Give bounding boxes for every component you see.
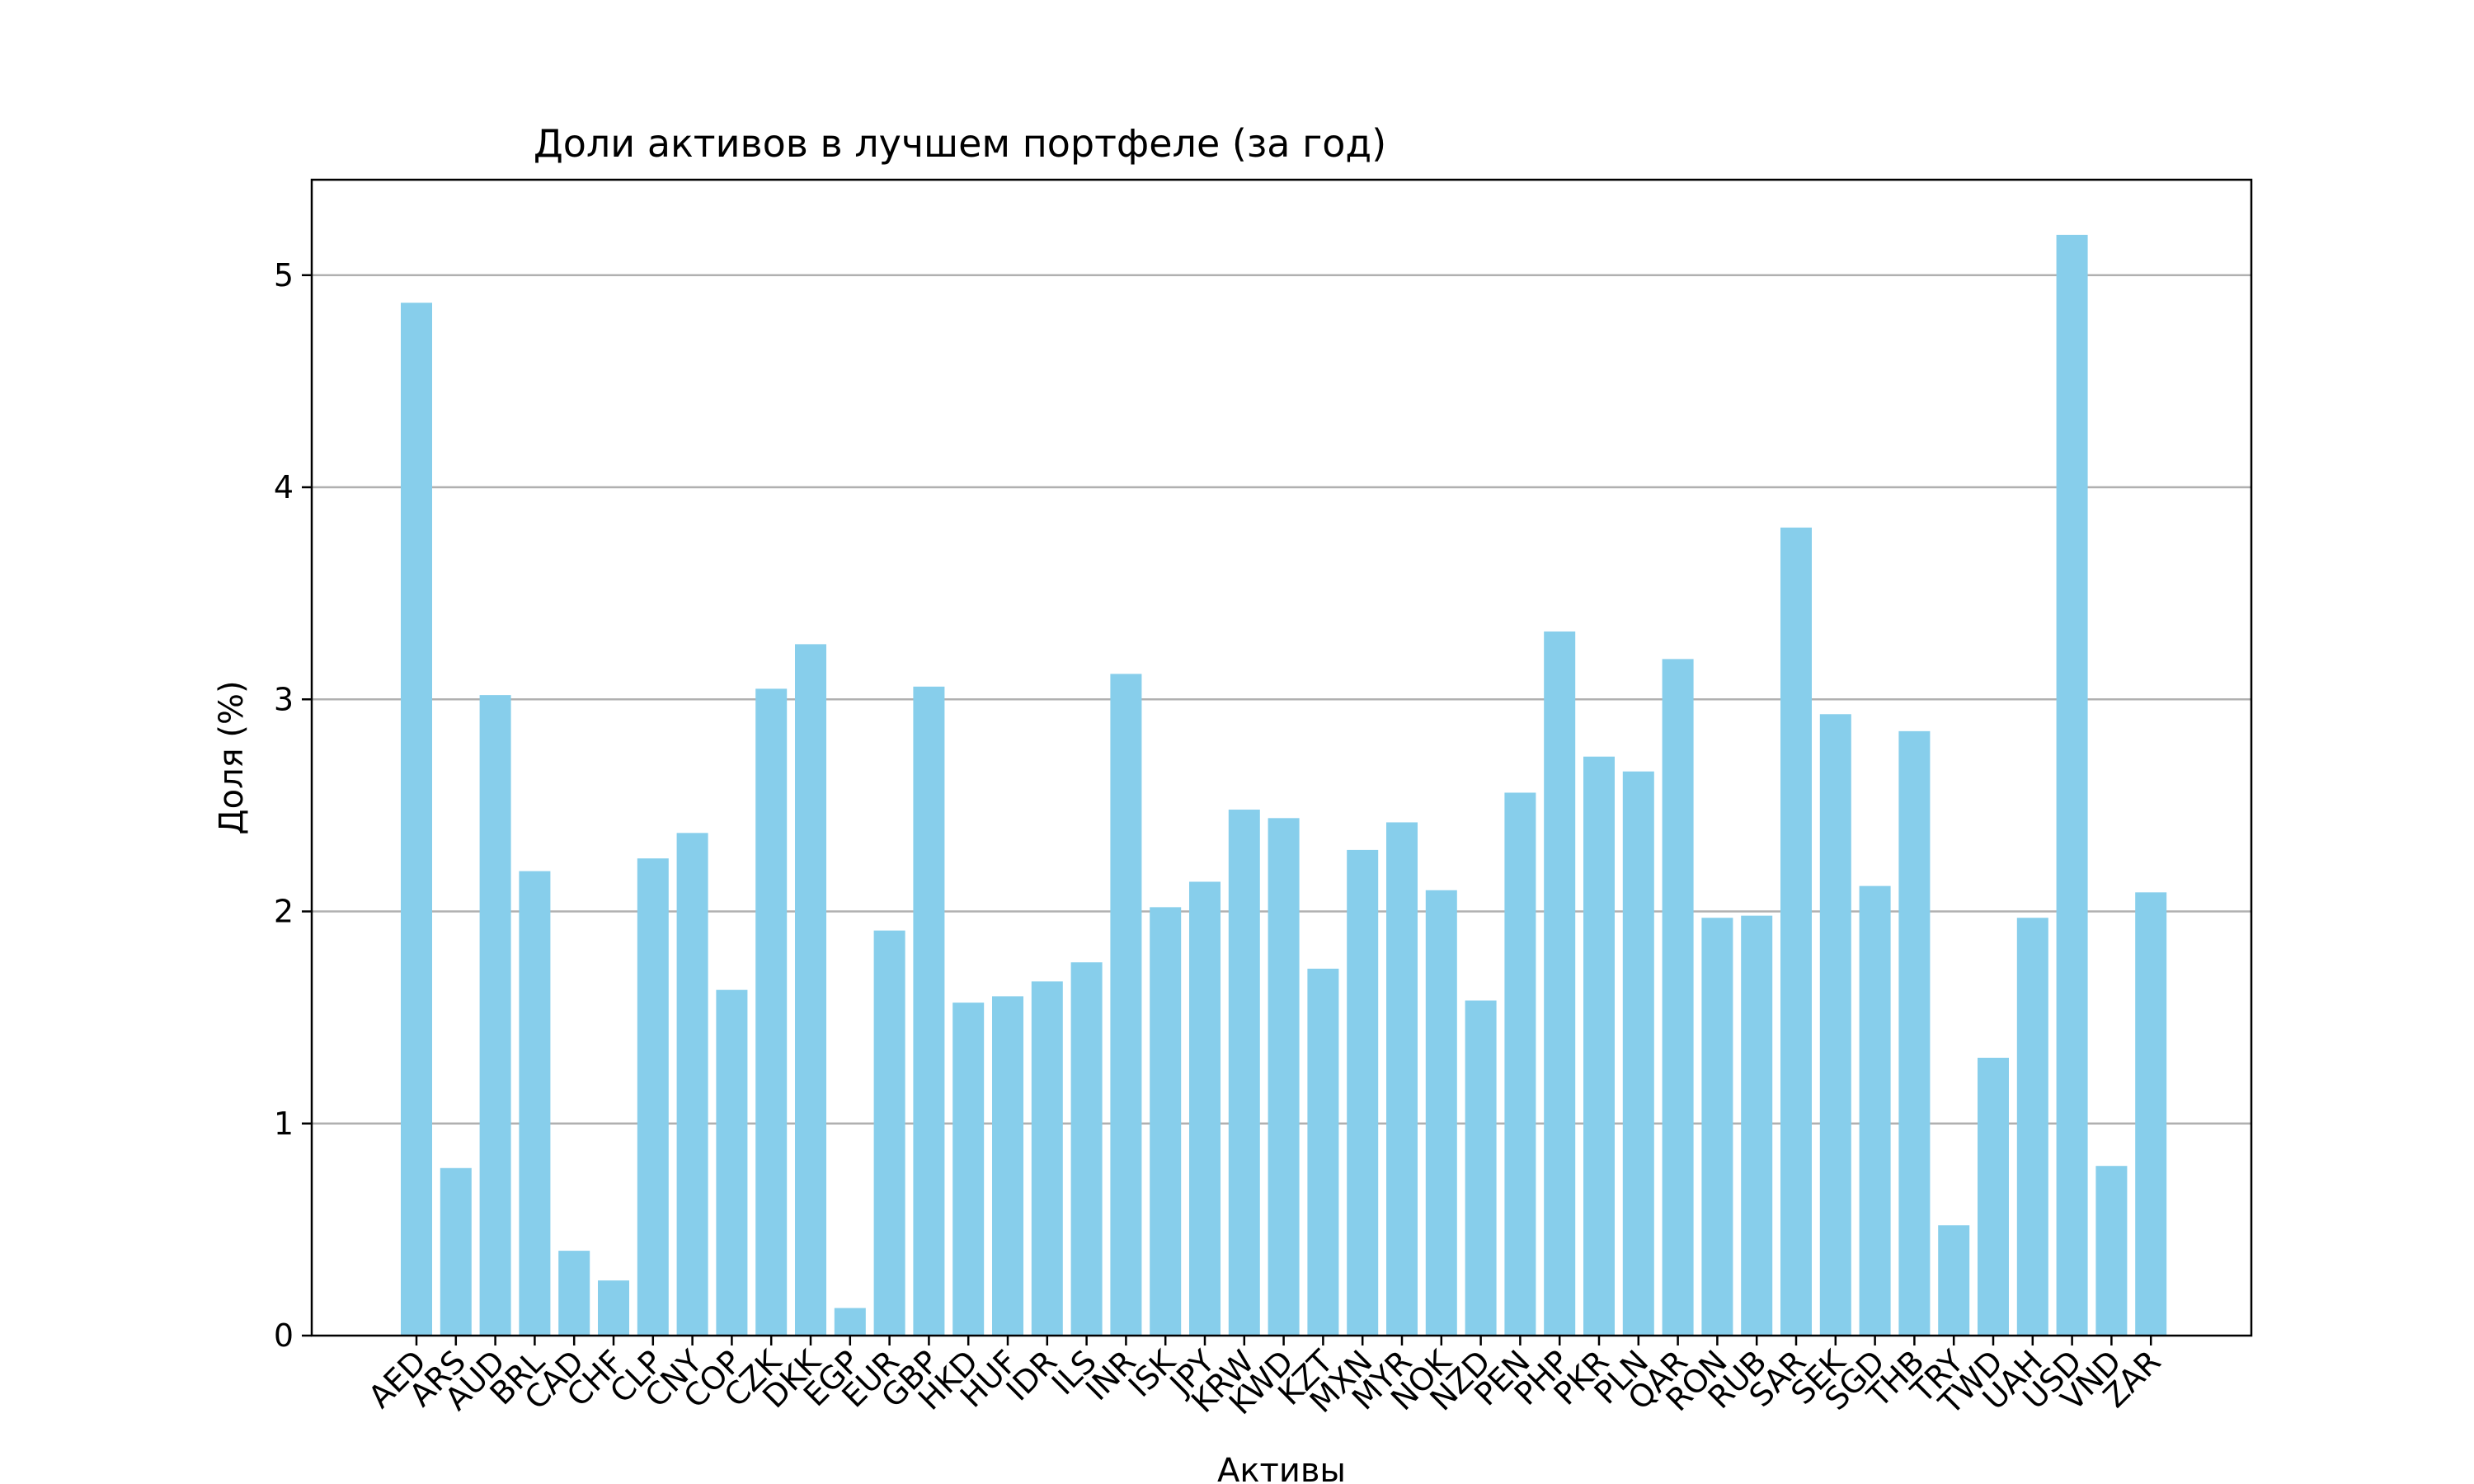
bar-rub xyxy=(1741,915,1773,1336)
bar-pen xyxy=(1504,792,1536,1336)
bar-huf xyxy=(992,996,1023,1336)
bar-cop xyxy=(716,989,748,1336)
bar-kzt xyxy=(1307,968,1339,1336)
bar-ron xyxy=(1701,918,1733,1336)
y-tick-label: 2 xyxy=(274,894,294,930)
y-tick-label: 4 xyxy=(274,469,294,505)
bar-sar xyxy=(1780,527,1812,1336)
x-axis-label: Активы xyxy=(1217,1452,1346,1484)
bar-aed xyxy=(401,303,432,1336)
y-tick-label: 1 xyxy=(274,1106,294,1142)
bar-chf xyxy=(598,1280,629,1336)
bar-idr xyxy=(1031,981,1063,1336)
bar-cny xyxy=(676,833,708,1336)
y-tick-label: 5 xyxy=(274,257,294,294)
bar-thb xyxy=(1898,730,1931,1336)
bar-isk xyxy=(1150,907,1182,1336)
bar-clp xyxy=(637,858,669,1336)
bar-vnd xyxy=(2095,1166,2128,1336)
bar-nzd xyxy=(1465,1000,1497,1336)
bar-nok xyxy=(1425,890,1457,1336)
bars xyxy=(401,234,2167,1336)
bar-kwd xyxy=(1268,818,1300,1336)
plot-frame xyxy=(310,178,2253,1337)
bar-gbp xyxy=(913,686,945,1336)
bar-pln xyxy=(1622,771,1654,1336)
bar-brl xyxy=(519,871,551,1336)
bar-qar xyxy=(1662,659,1694,1336)
bar-mxn xyxy=(1347,849,1379,1336)
x-axis-ticks: AEDARSAUDBRLCADCHFCLPCNYCOPCZKDKKEGPEURG… xyxy=(361,1336,2168,1422)
bar-twd xyxy=(1978,1058,2009,1336)
bar-uah xyxy=(2016,918,2048,1336)
bar-ils xyxy=(1070,962,1103,1336)
bar-eur xyxy=(873,930,905,1336)
bar-pkr xyxy=(1583,756,1615,1336)
bar-cad xyxy=(558,1251,590,1336)
bar-sek xyxy=(1819,714,1851,1336)
bar-php xyxy=(1544,631,1576,1336)
y-axis-ticks: 0 1 2 3 4 5 xyxy=(274,257,312,1354)
bar-krw xyxy=(1228,810,1260,1336)
chart-title: Доли активов в лучшем портфеле (за год) xyxy=(534,121,1386,166)
bar-zar xyxy=(2135,892,2167,1336)
bar-czk xyxy=(755,688,788,1336)
bar-egp xyxy=(834,1308,866,1336)
bar-usd xyxy=(2056,234,2088,1336)
bar-aud xyxy=(479,695,511,1336)
y-tick-label: 0 xyxy=(274,1317,294,1354)
bar-jpy xyxy=(1189,881,1221,1336)
bar-sgd xyxy=(1859,885,1891,1336)
bar-try xyxy=(1938,1225,1970,1336)
bar-dkk xyxy=(795,644,826,1336)
y-tick-label: 3 xyxy=(274,681,294,717)
bar-myr xyxy=(1386,822,1418,1336)
bar-hkd xyxy=(952,1003,985,1336)
bar-ars xyxy=(440,1167,472,1336)
y-axis-label: Доля (%) xyxy=(213,680,251,834)
bar-inr xyxy=(1110,674,1142,1336)
